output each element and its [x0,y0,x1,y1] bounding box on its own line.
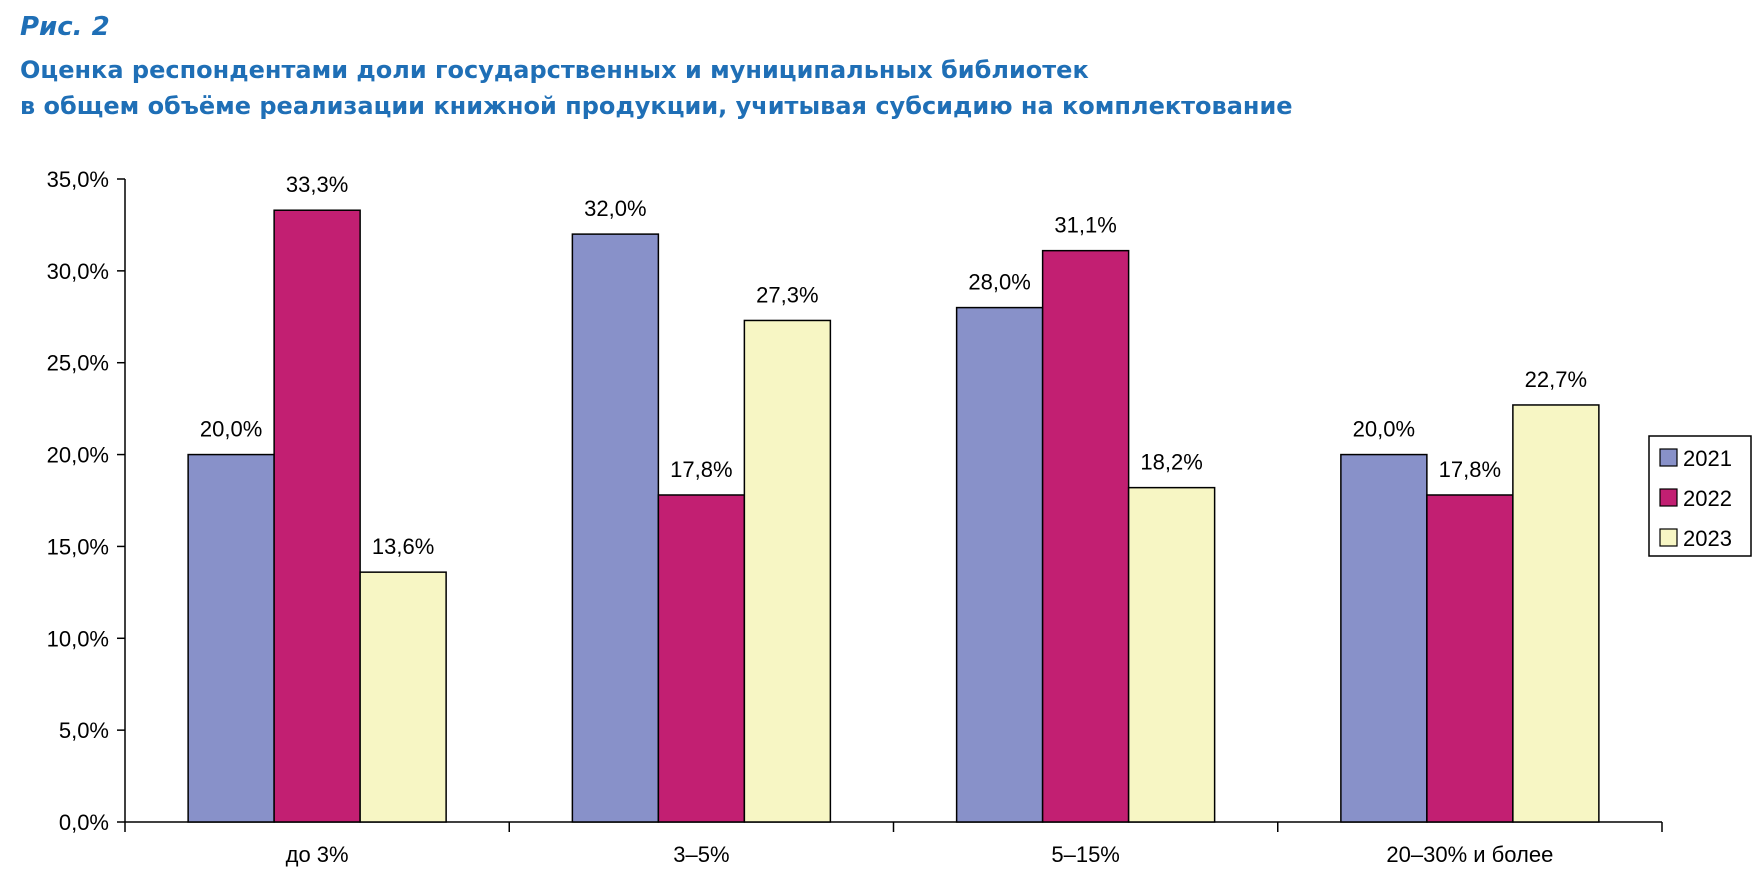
data-label: 18,2% [1140,450,1202,475]
x-category-label: 20–30% и более [1386,842,1553,867]
y-tick-label: 35,0% [47,167,109,192]
legend-label-2022: 2022 [1683,486,1732,511]
legend-swatch-2021 [1659,448,1678,467]
figure-title-line-2: в общем объёме реализации книжной продук… [20,92,1293,120]
data-label: 20,0% [1353,417,1415,442]
data-label: 27,3% [756,282,818,307]
bar-2023-3 [1127,486,1216,823]
y-tick-label: 15,0% [47,534,109,559]
bar-2022-2 [657,494,746,823]
bar-2021-4 [1340,453,1428,823]
y-tick-label: 20,0% [47,443,109,468]
bar-2022-1 [273,209,361,823]
bar-2022-3 [1041,249,1130,823]
bar-2021-1 [187,453,275,823]
x-category-label: 5–15% [1051,842,1120,867]
bar-2023-4 [1512,404,1600,823]
bar-2023-2 [743,319,832,823]
legend-label-2023: 2023 [1683,526,1732,551]
bar-2022-4 [1426,494,1514,823]
y-tick-label: 30,0% [47,259,109,284]
y-tick-label: 0,0% [59,810,109,835]
bar-2023-1 [359,571,447,823]
data-label: 32,0% [584,196,646,221]
data-label: 31,1% [1054,213,1116,238]
figure-title: Оценка респондентами доли государственны… [20,52,1293,124]
legend-swatch-2023 [1659,528,1678,547]
y-tick-label: 5,0% [59,718,109,743]
data-label: 28,0% [968,270,1030,295]
data-label: 20,0% [200,417,262,442]
data-label: 17,8% [670,457,732,482]
figure-label: Рис. 2 [20,12,110,42]
data-label: 33,3% [286,172,348,197]
y-tick-label: 25,0% [47,351,109,376]
bar-2021-2 [571,233,660,823]
figure-title-line-1: Оценка респондентами доли государственны… [20,56,1089,84]
data-label: 13,6% [372,534,434,559]
x-category-label: 3–5% [673,842,729,867]
legend-label-2021: 2021 [1683,446,1732,471]
data-label: 22,7% [1525,367,1587,392]
data-label: 17,8% [1439,457,1501,482]
x-category-label: до 3% [286,842,349,867]
y-tick-label: 10,0% [47,626,109,651]
bar-2021-3 [955,306,1044,823]
legend-swatch-2022 [1659,488,1678,507]
